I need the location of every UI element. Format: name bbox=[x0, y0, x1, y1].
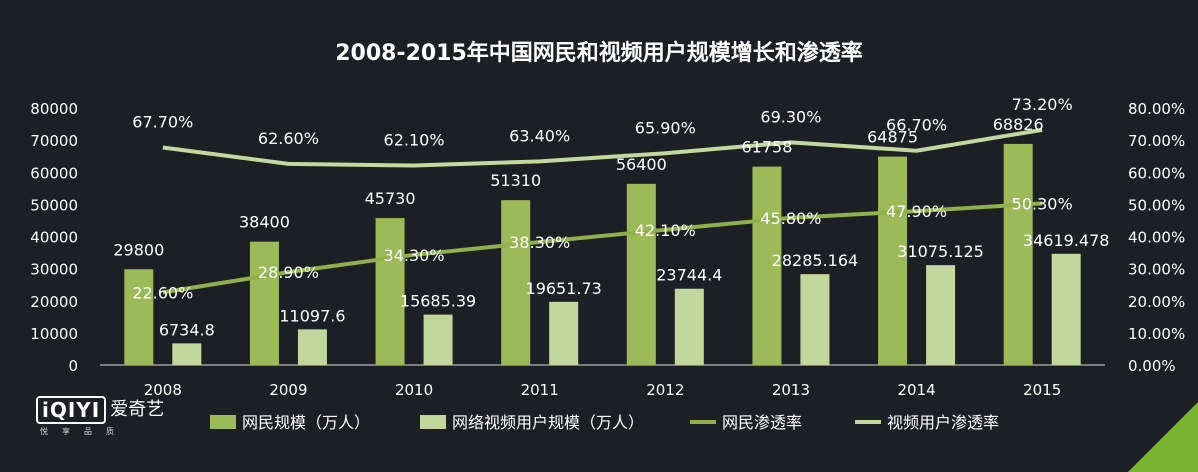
line-value-label: 38.30% bbox=[509, 233, 570, 252]
bar bbox=[1003, 143, 1033, 365]
x-tick-label: 2012 bbox=[646, 381, 684, 399]
legend-label: 网民规模（万人） bbox=[242, 413, 370, 432]
line-value-label: 28.90% bbox=[258, 263, 319, 282]
line-value-label: 47.90% bbox=[886, 202, 947, 221]
bar bbox=[297, 329, 327, 365]
line-value-label: 62.60% bbox=[258, 129, 319, 148]
bar bbox=[172, 343, 202, 365]
y-right-tick-label: 30.00% bbox=[1128, 261, 1185, 279]
bar-value-label: 34619.478 bbox=[1023, 231, 1110, 250]
bar bbox=[423, 314, 453, 365]
legend-swatch bbox=[210, 415, 236, 429]
brand-name: 爱奇艺 bbox=[110, 399, 165, 420]
x-tick-label: 2009 bbox=[269, 381, 307, 399]
legend: 网民规模（万人） 网络视频用户规模（万人） 网民渗透率 视频用户渗透率 bbox=[210, 413, 999, 432]
bar bbox=[878, 156, 908, 365]
line-value-label: 65.90% bbox=[635, 118, 696, 137]
bar-value-label: 31075.125 bbox=[897, 242, 984, 261]
series-line bbox=[162, 201, 1043, 295]
line-value-label: 66.70% bbox=[886, 116, 947, 135]
x-tick-label: 2011 bbox=[521, 381, 559, 399]
bar-value-label: 61758 bbox=[741, 138, 792, 157]
y-left-tick-label: 80000 bbox=[30, 100, 78, 118]
y-right-tick-label: 50.00% bbox=[1128, 196, 1185, 214]
line-value-label: 67.70% bbox=[132, 113, 193, 132]
y-left-tick-label: 30000 bbox=[30, 261, 78, 279]
line-value-label: 62.10% bbox=[384, 131, 445, 150]
bar bbox=[124, 269, 154, 365]
legend-label: 网络视频用户规模（万人） bbox=[452, 413, 644, 432]
y-right-tick-label: 80.00% bbox=[1128, 100, 1185, 118]
bar bbox=[375, 218, 405, 365]
y-right-tick-label: 20.00% bbox=[1128, 293, 1185, 311]
line-value-label: 22.60% bbox=[132, 283, 193, 302]
y-right-tick-label: 10.00% bbox=[1128, 325, 1185, 343]
y-left-tick-label: 10000 bbox=[30, 325, 78, 343]
bar bbox=[752, 166, 782, 365]
x-tick-label: 2013 bbox=[772, 381, 810, 399]
line-value-label: 45.80% bbox=[760, 209, 821, 228]
bar-value-label: 28285.164 bbox=[772, 251, 859, 270]
y-left-tick-label: 50000 bbox=[30, 196, 78, 214]
bar bbox=[1051, 253, 1081, 365]
bar-value-label: 56400 bbox=[616, 155, 667, 174]
line-value-label: 34.30% bbox=[384, 246, 445, 265]
y-left-tick-label: 60000 bbox=[30, 164, 78, 182]
legend-label: 网民渗透率 bbox=[722, 413, 802, 432]
bar-value-label: 6734.8 bbox=[159, 320, 215, 339]
lines bbox=[162, 127, 1043, 295]
bar-value-label: 19651.73 bbox=[526, 279, 602, 298]
bar-value-label: 68826 bbox=[993, 115, 1044, 134]
y-left-tick-label: 20000 bbox=[30, 293, 78, 311]
x-tick-label: 2015 bbox=[1023, 381, 1061, 399]
bar-value-label: 38400 bbox=[239, 213, 290, 232]
y-left-tick-label: 0 bbox=[68, 357, 78, 375]
bar bbox=[501, 200, 531, 365]
x-tick-label: 2008 bbox=[144, 381, 182, 399]
bar bbox=[926, 265, 956, 365]
bar-value-label: 51310 bbox=[490, 171, 541, 190]
bar bbox=[249, 241, 279, 365]
y-left-tick-label: 70000 bbox=[30, 132, 78, 150]
y-right-tick-label: 60.00% bbox=[1128, 164, 1185, 182]
bar-value-label: 64875 bbox=[867, 128, 918, 147]
brand-logo: iQIYI 爱奇艺 悦享品质 bbox=[36, 396, 164, 437]
bar bbox=[674, 288, 704, 365]
bar-value-label: 23744.4 bbox=[656, 266, 722, 285]
bar bbox=[626, 183, 656, 365]
chart-title: 2008-2015年中国网民和视频用户规模增长和渗透率 bbox=[335, 40, 863, 66]
brand-slogan: 悦享品质 bbox=[40, 427, 128, 436]
data-labels: 29800 38400 45730 51310 56400 61758 64875 68826… bbox=[113, 95, 1109, 340]
x-tick-label: 2014 bbox=[897, 381, 935, 399]
line-value-label: 63.40% bbox=[509, 126, 570, 145]
line-value-label: 73.20% bbox=[1012, 95, 1073, 114]
series-line bbox=[162, 127, 1043, 168]
iqiyi-logo-mark: iQIYI bbox=[36, 396, 107, 424]
bar-value-label: 11097.6 bbox=[279, 306, 345, 325]
corner-accent bbox=[1128, 402, 1198, 472]
y-left-tick-label: 40000 bbox=[30, 229, 78, 247]
y-right-tick-label: 70.00% bbox=[1128, 132, 1185, 150]
bars bbox=[124, 143, 1081, 365]
bar-value-label: 15685.39 bbox=[400, 292, 476, 311]
bar bbox=[549, 301, 579, 365]
y-right-tick-label: 40.00% bbox=[1128, 229, 1185, 247]
line-value-label: 50.30% bbox=[1012, 194, 1073, 213]
legend-label: 视频用户渗透率 bbox=[887, 413, 999, 432]
bar-value-label: 29800 bbox=[113, 240, 164, 259]
line-value-label: 42.10% bbox=[635, 221, 696, 240]
x-tick-label: 2010 bbox=[395, 381, 433, 399]
y-right-tick-label: 0.00% bbox=[1128, 357, 1176, 375]
bar-value-label: 45730 bbox=[365, 189, 416, 208]
legend-swatch bbox=[420, 415, 446, 429]
line-value-label: 69.30% bbox=[760, 107, 821, 126]
bar bbox=[800, 274, 830, 365]
